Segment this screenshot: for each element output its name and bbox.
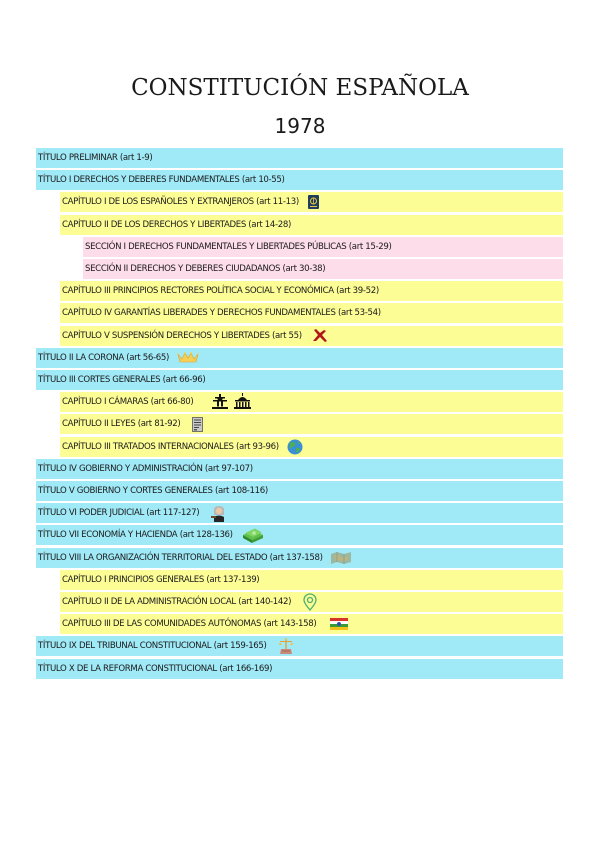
toc-row-label: CAPÍTULO IV GARANTÍAS LIBERADES Y DERECH… xyxy=(62,308,381,319)
parliament-buildings-icon xyxy=(211,393,255,411)
toc-row-titulo-iv[interactable]: TÍTULO IV GOBIERNO Y ADMINISTRACIÓN (art… xyxy=(36,458,563,479)
toc-row-titulo-ii[interactable]: TÍTULO II LA CORONA (art 56-65) xyxy=(36,347,563,368)
passport-icon xyxy=(307,195,319,210)
toc-row-label: CAPÍTULO I CÁMARAS (art 66-80) xyxy=(62,397,194,408)
toc-row-titulo-viii-capitulo-i[interactable]: CAPÍTULO I PRINCIPIOS GENERALES (art 137… xyxy=(60,569,563,590)
toc-row-label: CAPÍTULO III DE LAS COMUNIDADES AUTÓNOMA… xyxy=(62,619,317,630)
toc-row-titulo-i-capitulo-ii[interactable]: CAPÍTULO II DE LOS DERECHOS Y LIBERTADES… xyxy=(60,214,563,235)
toc-row-label: CAPÍTULO I DE LOS ESPAÑOLES Y EXTRANJERO… xyxy=(62,197,299,208)
toc-row-titulo-i-capitulo-v[interactable]: CAPÍTULO V SUSPENSIÓN DERECHOS Y LIBERTA… xyxy=(60,325,563,346)
toc-row-titulo-i-capitulo-iii[interactable]: CAPÍTULO III PRINCIPIOS RECTORES POLÍTIC… xyxy=(60,281,563,302)
toc-row-label: TÍTULO PRELIMINAR (art 1-9) xyxy=(38,153,153,163)
red-x-icon xyxy=(312,328,328,343)
toc-row-titulo-viii-capitulo-ii[interactable]: CAPÍTULO II DE LA ADMINISTRACIÓN LOCAL (… xyxy=(60,592,563,612)
toc-row-label: CAPÍTULO II DE LOS DERECHOS Y LIBERTADES… xyxy=(62,219,292,230)
toc-row-titulo-viii-capitulo-iii[interactable]: CAPÍTULO III DE LAS COMUNIDADES AUTÓNOMA… xyxy=(60,614,563,635)
toc-row-titulo-x[interactable]: TÍTULO X DE LA REFORMA CONSTITUCIONAL (a… xyxy=(36,658,563,679)
toc-row-label: CAPÍTULO III TRATADOS INTERNACIONALES (a… xyxy=(62,441,279,452)
toc-row-label: SECCIÓN I DERECHOS FUNDAMENTALES Y LIBER… xyxy=(85,241,392,252)
toc-row-titulo-i[interactable]: TÍTULO I DERECHOS Y DEBERES FUNDAMENTALE… xyxy=(36,170,563,191)
toc-row-titulo-i-capitulo-i[interactable]: CAPÍTULO I DE LOS ESPAÑOLES Y EXTRANJERO… xyxy=(60,192,563,213)
toc-row-label: CAPÍTULO II DE LA ADMINISTRACIÓN LOCAL (… xyxy=(62,597,292,607)
toc-row-titulo-v[interactable]: TÍTULO V GOBIERNO Y CORTES GENERALES (ar… xyxy=(36,481,563,501)
scales-of-justice-icon xyxy=(278,638,293,655)
toc-row-label: TÍTULO III CORTES GENERALES (art 66-96) xyxy=(38,375,206,385)
toc-row-label: TÍTULO VII ECONOMÍA Y HACIENDA (art 128-… xyxy=(38,530,233,541)
map-icon xyxy=(330,551,351,564)
toc-row-titulo-iii-capitulo-ii[interactable]: CAPÍTULO II LEYES (art 81-92) xyxy=(60,414,563,435)
toc-row-titulo-vii[interactable]: TÍTULO VII ECONOMÍA Y HACIENDA (art 128-… xyxy=(36,525,563,546)
toc-row-label: CAPÍTULO V SUSPENSIÓN DERECHOS Y LIBERTA… xyxy=(62,330,302,341)
document-year: 1978 xyxy=(274,114,326,138)
toc-row-label: TÍTULO V GOBIERNO Y CORTES GENERALES (ar… xyxy=(38,486,268,496)
toc-row-titulo-i-capitulo-iv[interactable]: CAPÍTULO IV GARANTÍAS LIBERADES Y DERECH… xyxy=(60,303,563,324)
toc-row-titulo-iii[interactable]: TÍTULO III CORTES GENERALES (art 66-96) xyxy=(36,370,563,390)
toc-row-titulo-preliminar[interactable]: TÍTULO PRELIMINAR (art 1-9) xyxy=(36,148,563,168)
money-stack-icon xyxy=(242,527,264,544)
toc-row-label: TÍTULO II LA CORONA (art 56-65) xyxy=(38,352,169,363)
toc-row-titulo-viii[interactable]: TÍTULO VIII LA ORGANIZACIÓN TERRITORIAL … xyxy=(36,547,563,568)
toc-row-seccion-i[interactable]: SECCIÓN I DERECHOS FUNDAMENTALES Y LIBER… xyxy=(83,236,563,257)
toc-row-titulo-iii-capitulo-iii[interactable]: CAPÍTULO III TRATADOS INTERNACIONALES (a… xyxy=(60,436,563,457)
toc-row-label: TÍTULO X DE LA REFORMA CONSTITUCIONAL (a… xyxy=(38,663,273,674)
toc-row-label: SECCIÓN II DERECHOS Y DEBERES CIUDADANOS… xyxy=(85,264,326,274)
toc-row-titulo-iii-capitulo-i[interactable]: CAPÍTULO I CÁMARAS (art 66-80) xyxy=(60,392,563,413)
globe-icon xyxy=(287,439,303,455)
regional-flag-icon xyxy=(330,618,349,631)
toc-row-label: CAPÍTULO III PRINCIPIOS RECTORES POLÍTIC… xyxy=(62,286,379,297)
toc-row-label: TÍTULO I DERECHOS Y DEBERES FUNDAMENTALE… xyxy=(38,175,285,186)
law-document-icon xyxy=(192,416,204,432)
document-title: CONSTITUCIÓN ESPAÑOLA xyxy=(131,75,469,101)
toc-row-label: TÍTULO VIII LA ORGANIZACIÓN TERRITORIAL … xyxy=(38,552,323,563)
toc-row-label: CAPÍTULO II LEYES (art 81-92) xyxy=(62,419,181,430)
toc-row-label: TÍTULO VI PODER JUDICIAL (art 117-127) xyxy=(38,508,200,519)
judge-icon xyxy=(211,505,227,522)
location-pin-icon xyxy=(303,593,317,611)
crown-icon xyxy=(176,352,199,363)
toc-row-label: TÍTULO IV GOBIERNO Y ADMINISTRACIÓN (art… xyxy=(38,463,253,474)
toc-row-label: CAPÍTULO I PRINCIPIOS GENERALES (art 137… xyxy=(62,574,260,585)
toc-row-titulo-ix[interactable]: TÍTULO IX DEL TRIBUNAL CONSTITUCIONAL (a… xyxy=(36,636,563,657)
toc-row-titulo-vi[interactable]: TÍTULO VI PODER JUDICIAL (art 117-127) xyxy=(36,503,563,524)
toc-row-label: TÍTULO IX DEL TRIBUNAL CONSTITUCIONAL (a… xyxy=(38,641,267,652)
toc-row-seccion-ii[interactable]: SECCIÓN II DERECHOS Y DEBERES CIUDADANOS… xyxy=(83,259,563,279)
